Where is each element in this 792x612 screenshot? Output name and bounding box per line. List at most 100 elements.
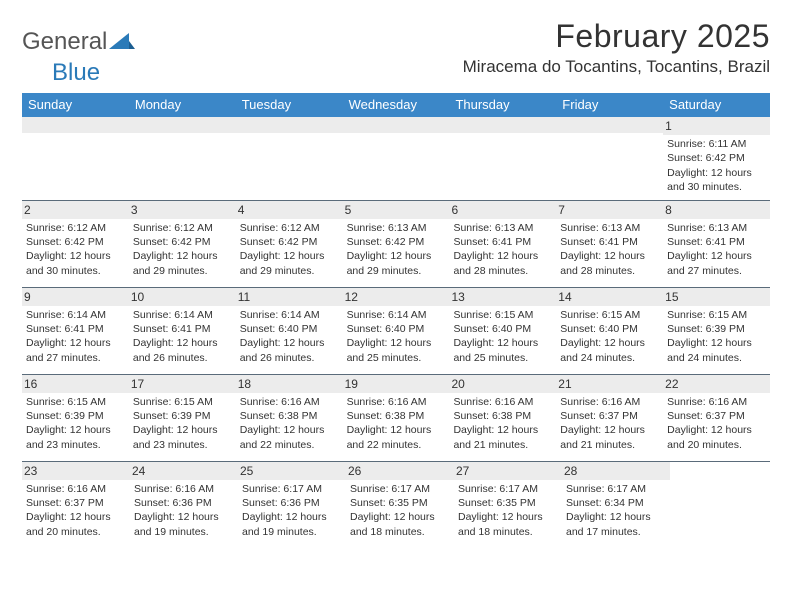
weekday-header-row: SundayMondayTuesdayWednesdayThursdayFrid… [22,93,770,117]
day-number: 15 [663,288,770,306]
day-cell: 7Sunrise: 6:13 AMSunset: 6:41 PMDaylight… [556,201,663,287]
day-number: 18 [236,375,343,393]
daylight-line: Daylight: 12 hours and 23 minutes. [133,423,232,451]
sunset-line: Sunset: 6:38 PM [453,409,552,423]
weekday-tuesday: Tuesday [236,93,343,117]
day-number: 24 [130,462,238,480]
sunrise-line: Sunrise: 6:13 AM [667,221,766,235]
daylight-line: Daylight: 12 hours and 22 minutes. [240,423,339,451]
day-number: 21 [556,375,663,393]
day-cell: 3Sunrise: 6:12 AMSunset: 6:42 PMDaylight… [129,201,236,287]
sunrise-line: Sunrise: 6:16 AM [667,395,766,409]
day-cell: 17Sunrise: 6:15 AMSunset: 6:39 PMDayligh… [129,375,236,461]
empty-cell [22,117,129,200]
sunrise-line: Sunrise: 6:17 AM [350,482,450,496]
daylight-line: Daylight: 12 hours and 29 minutes. [347,249,446,277]
day-number: 8 [663,201,770,219]
daylight-line: Daylight: 12 hours and 27 minutes. [667,249,766,277]
sunrise-line: Sunrise: 6:16 AM [453,395,552,409]
day-cell: 11Sunrise: 6:14 AMSunset: 6:40 PMDayligh… [236,288,343,374]
empty-band [556,117,663,133]
day-number: 26 [346,462,454,480]
sunset-line: Sunset: 6:39 PM [667,322,766,336]
daylight-line: Daylight: 12 hours and 17 minutes. [566,510,666,538]
sunset-line: Sunset: 6:41 PM [453,235,552,249]
sunrise-line: Sunrise: 6:15 AM [453,308,552,322]
day-cell: 2Sunrise: 6:12 AMSunset: 6:42 PMDaylight… [22,201,129,287]
daylight-line: Daylight: 12 hours and 26 minutes. [240,336,339,364]
sunset-line: Sunset: 6:42 PM [667,151,766,165]
day-number: 13 [449,288,556,306]
day-number: 3 [129,201,236,219]
sunrise-line: Sunrise: 6:12 AM [133,221,232,235]
day-cell: 20Sunrise: 6:16 AMSunset: 6:38 PMDayligh… [449,375,556,461]
empty-cell [236,117,343,200]
day-cell: 22Sunrise: 6:16 AMSunset: 6:37 PMDayligh… [663,375,770,461]
daylight-line: Daylight: 12 hours and 29 minutes. [240,249,339,277]
sunrise-line: Sunrise: 6:16 AM [240,395,339,409]
day-cell: 6Sunrise: 6:13 AMSunset: 6:41 PMDaylight… [449,201,556,287]
brand-triangle-icon [109,33,135,51]
daylight-line: Daylight: 12 hours and 29 minutes. [133,249,232,277]
daylight-line: Daylight: 12 hours and 20 minutes. [26,510,126,538]
day-cell: 4Sunrise: 6:12 AMSunset: 6:42 PMDaylight… [236,201,343,287]
day-cell: 21Sunrise: 6:16 AMSunset: 6:37 PMDayligh… [556,375,663,461]
weekday-saturday: Saturday [663,93,770,117]
sunrise-line: Sunrise: 6:17 AM [458,482,558,496]
daylight-line: Daylight: 12 hours and 24 minutes. [667,336,766,364]
sunrise-line: Sunrise: 6:17 AM [566,482,666,496]
day-cell: 9Sunrise: 6:14 AMSunset: 6:41 PMDaylight… [22,288,129,374]
sunset-line: Sunset: 6:41 PM [26,322,125,336]
day-cell: 19Sunrise: 6:16 AMSunset: 6:38 PMDayligh… [343,375,450,461]
empty-cell [129,117,236,200]
sunset-line: Sunset: 6:41 PM [133,322,232,336]
daylight-line: Daylight: 12 hours and 19 minutes. [242,510,342,538]
day-cell: 8 Sunrise: 6:13 AMSunset: 6:41 PMDaylight… [663,201,770,287]
sunset-line: Sunset: 6:36 PM [134,496,234,510]
daylight-line: Daylight: 12 hours and 18 minutes. [458,510,558,538]
week-row: 1Sunrise: 6:11 AMSunset: 6:42 PMDaylight… [22,117,770,200]
day-number: 25 [238,462,346,480]
empty-band [22,117,129,133]
day-number: 12 [343,288,450,306]
sunrise-line: Sunrise: 6:13 AM [347,221,446,235]
day-number: 14 [556,288,663,306]
sunrise-line: Sunrise: 6:15 AM [133,395,232,409]
sunrise-line: Sunrise: 6:16 AM [134,482,234,496]
sunrise-line: Sunrise: 6:15 AM [26,395,125,409]
week-row: 16Sunrise: 6:15 AMSunset: 6:39 PMDayligh… [22,374,770,461]
sunset-line: Sunset: 6:40 PM [347,322,446,336]
weekday-friday: Friday [556,93,663,117]
day-number: 7 [556,201,663,219]
day-cell: 26Sunrise: 6:17 AMSunset: 6:35 PMDayligh… [346,462,454,548]
day-cell: 1Sunrise: 6:11 AMSunset: 6:42 PMDaylight… [663,117,770,200]
sunset-line: Sunset: 6:41 PM [667,235,766,249]
sunrise-line: Sunrise: 6:16 AM [347,395,446,409]
week-row: 9Sunrise: 6:14 AMSunset: 6:41 PMDaylight… [22,287,770,374]
day-cell: 14Sunrise: 6:15 AMSunset: 6:40 PMDayligh… [556,288,663,374]
day-number: 4 [236,201,343,219]
brand-logo: General [22,28,135,56]
daylight-line: Daylight: 12 hours and 20 minutes. [667,423,766,451]
day-cell: 25Sunrise: 6:17 AMSunset: 6:36 PMDayligh… [238,462,346,548]
daylight-line: Daylight: 12 hours and 28 minutes. [453,249,552,277]
empty-band [236,117,343,133]
sunset-line: Sunset: 6:38 PM [347,409,446,423]
day-number: 10 [129,288,236,306]
daylight-line: Daylight: 12 hours and 23 minutes. [26,423,125,451]
sunset-line: Sunset: 6:40 PM [560,322,659,336]
sunrise-line: Sunrise: 6:16 AM [26,482,126,496]
day-cell: 16Sunrise: 6:15 AMSunset: 6:39 PMDayligh… [22,375,129,461]
day-number: 1 [663,117,770,135]
daylight-line: Daylight: 12 hours and 18 minutes. [350,510,450,538]
day-number: 17 [129,375,236,393]
day-number: 28 [562,462,670,480]
daylight-line: Daylight: 12 hours and 21 minutes. [453,423,552,451]
sunset-line: Sunset: 6:37 PM [26,496,126,510]
day-number: 5 [343,201,450,219]
weekday-monday: Monday [129,93,236,117]
brand-part2-wrap: Blue [52,59,792,87]
day-cell: 23Sunrise: 6:16 AMSunset: 6:37 PMDayligh… [22,462,130,548]
day-cell: 10Sunrise: 6:14 AMSunset: 6:41 PMDayligh… [129,288,236,374]
sunrise-line: Sunrise: 6:11 AM [667,137,766,151]
